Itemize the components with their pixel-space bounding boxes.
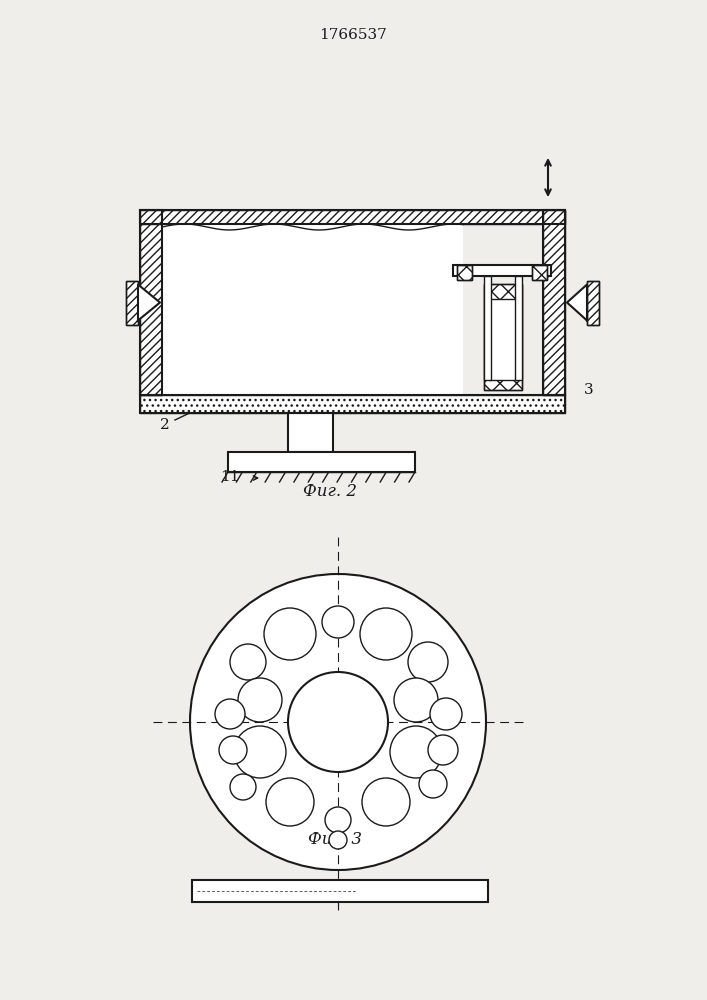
Text: 2: 2: [160, 418, 170, 432]
Ellipse shape: [215, 699, 245, 729]
Bar: [484, 284, 522, 390]
Text: 1766537: 1766537: [319, 28, 387, 42]
Bar: [140, 395, 565, 413]
Ellipse shape: [394, 678, 438, 722]
Ellipse shape: [329, 831, 347, 849]
Text: Фиг. 3: Фиг. 3: [308, 832, 362, 848]
Ellipse shape: [428, 735, 458, 765]
Ellipse shape: [360, 608, 412, 660]
Bar: [532, 265, 547, 280]
Bar: [587, 280, 599, 324]
Ellipse shape: [390, 726, 442, 778]
Bar: [484, 284, 522, 390]
Bar: [453, 265, 551, 276]
Bar: [140, 395, 565, 413]
Bar: [140, 210, 565, 224]
Ellipse shape: [362, 778, 410, 826]
Bar: [140, 210, 162, 395]
Ellipse shape: [419, 770, 447, 798]
Bar: [457, 265, 472, 280]
Ellipse shape: [325, 807, 351, 833]
Ellipse shape: [230, 774, 256, 800]
Bar: [532, 265, 547, 280]
Ellipse shape: [234, 726, 286, 778]
Polygon shape: [138, 284, 160, 320]
Bar: [126, 280, 138, 324]
Ellipse shape: [219, 736, 247, 764]
Bar: [288, 413, 333, 452]
Bar: [126, 280, 138, 324]
Ellipse shape: [264, 608, 316, 660]
Bar: [140, 210, 565, 224]
Polygon shape: [567, 284, 587, 320]
Ellipse shape: [430, 698, 462, 730]
Bar: [484, 276, 491, 380]
Bar: [489, 299, 517, 380]
Bar: [457, 265, 472, 280]
Text: 3: 3: [584, 383, 594, 397]
Bar: [587, 280, 599, 324]
Bar: [543, 210, 565, 395]
Bar: [228, 452, 415, 472]
Ellipse shape: [288, 672, 388, 772]
Bar: [140, 210, 162, 395]
Ellipse shape: [408, 642, 448, 682]
Ellipse shape: [190, 574, 486, 870]
Bar: [515, 276, 522, 380]
Ellipse shape: [238, 678, 282, 722]
Bar: [192, 880, 488, 902]
Bar: [543, 210, 565, 395]
Bar: [162, 224, 463, 395]
Ellipse shape: [266, 778, 314, 826]
Ellipse shape: [322, 606, 354, 638]
Text: Фиг. 2: Фиг. 2: [303, 484, 357, 500]
Ellipse shape: [230, 644, 266, 680]
Text: 11: 11: [221, 470, 240, 484]
